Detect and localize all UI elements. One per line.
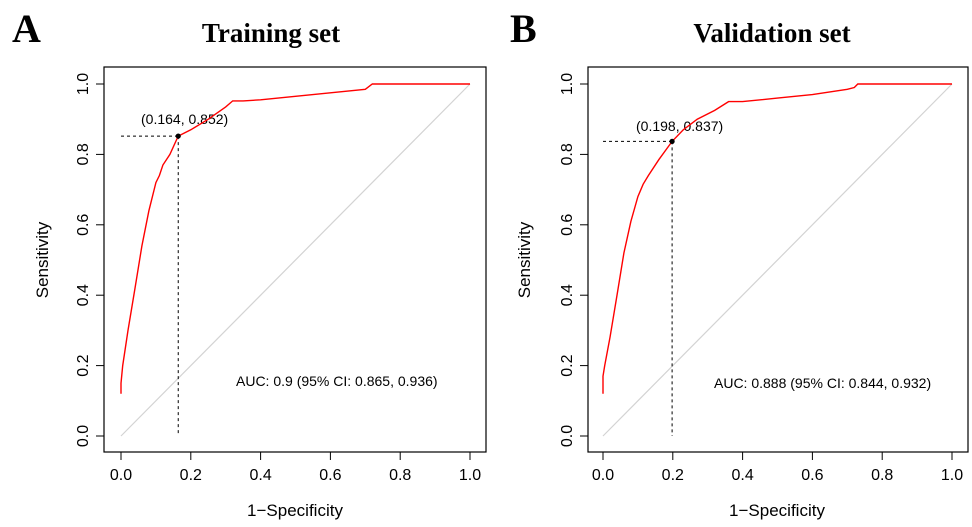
- plot-frame: [587, 66, 969, 453]
- panel-letter: A: [12, 6, 41, 51]
- y-tick-label: 0.2: [75, 354, 92, 376]
- best-point-label: (0.164, 0.852): [141, 111, 228, 127]
- x-tick-label: 0.4: [731, 467, 753, 484]
- y-tick-label: 0.8: [75, 143, 92, 165]
- x-tick-label: 0.8: [871, 467, 893, 484]
- plot-frame: [103, 66, 487, 453]
- y-tick-label: 0.8: [559, 143, 576, 165]
- auc-text: AUC: 0.9 (95% CI: 0.865, 0.936): [236, 373, 438, 389]
- y-tick-label: 1.0: [559, 73, 576, 95]
- x-tick-label: 0.0: [592, 467, 614, 484]
- x-tick-label: 0.6: [319, 467, 341, 484]
- chart-title: Training set: [202, 18, 340, 48]
- auc-text: AUC: 0.888 (95% CI: 0.844, 0.932): [714, 375, 931, 391]
- roc-curve: [120, 83, 470, 394]
- panel-letter: B: [510, 6, 537, 51]
- x-tick-label: 0.2: [662, 467, 684, 484]
- y-axis-label: Sensitivity: [515, 221, 534, 298]
- y-axis-label: Sensitivity: [33, 221, 52, 298]
- panel-training: A Training set 1−Specificity Sensitivity…: [12, 6, 487, 520]
- x-tick-label: 0.6: [801, 467, 823, 484]
- roc-curve: [602, 83, 952, 394]
- x-axis-label: 1−Specificity: [247, 501, 343, 520]
- x-tick-label: 0.8: [389, 467, 411, 484]
- y-tick-label: 0.0: [559, 425, 576, 447]
- x-tick-label: 1.0: [941, 467, 963, 484]
- best-point-marker: [669, 138, 675, 144]
- y-tick-label: 0.6: [75, 214, 92, 236]
- x-tick-label: 1.0: [459, 467, 481, 484]
- reference-line: [602, 83, 953, 437]
- best-point-marker: [175, 133, 181, 139]
- x-tick-label: 0.4: [249, 467, 271, 484]
- y-tick-label: 0.0: [75, 425, 92, 447]
- chart-title: Validation set: [693, 18, 850, 48]
- y-tick-label: 0.6: [559, 214, 576, 236]
- x-axis-label: 1−Specificity: [729, 501, 825, 520]
- reference-line: [120, 83, 471, 437]
- y-tick-label: 0.4: [559, 284, 576, 306]
- y-tick-label: 0.4: [75, 284, 92, 306]
- y-tick-label: 0.2: [559, 354, 576, 376]
- best-point-label: (0.198, 0.837): [636, 118, 723, 134]
- y-tick-label: 1.0: [75, 73, 92, 95]
- panel-validation: B Validation set 1−Specificity Sensitivi…: [510, 6, 969, 520]
- x-tick-label: 0.2: [180, 467, 202, 484]
- x-tick-label: 0.0: [110, 467, 132, 484]
